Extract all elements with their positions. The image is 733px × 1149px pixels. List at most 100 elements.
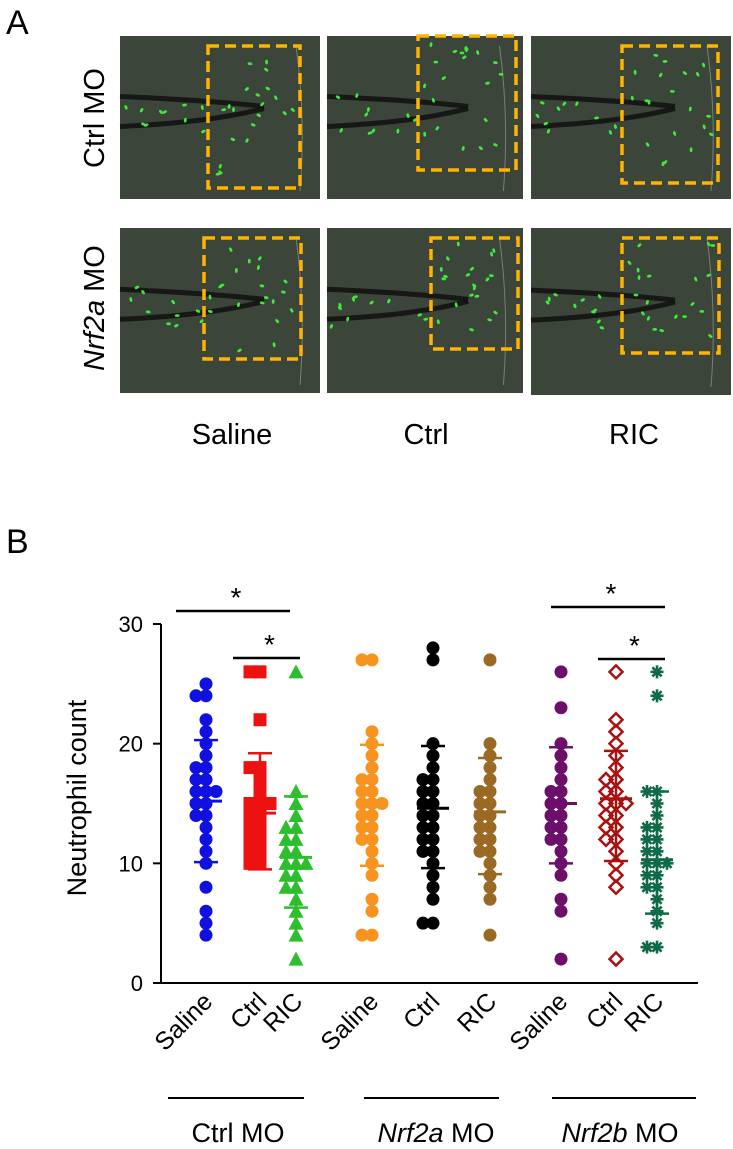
data-point xyxy=(355,785,369,799)
neutrophil-cell xyxy=(485,81,490,85)
neutrophil-cell xyxy=(281,290,286,294)
data-point xyxy=(288,903,304,918)
data-point xyxy=(650,785,664,799)
neutrophil-cell xyxy=(423,131,427,137)
neutrophil-cell xyxy=(143,123,149,127)
data-point xyxy=(199,797,213,810)
neutrophil-cell xyxy=(645,142,650,147)
data-point xyxy=(416,797,430,810)
microscopy-grid xyxy=(119,34,731,395)
data-point xyxy=(253,832,267,846)
data-point xyxy=(554,808,568,822)
fin-vessel xyxy=(119,93,265,109)
data-point xyxy=(640,820,654,834)
neutrophil-cell xyxy=(274,95,278,100)
data-point xyxy=(199,820,213,834)
data-point xyxy=(199,916,213,930)
neutrophil-cell xyxy=(710,244,716,247)
data-point xyxy=(473,785,487,799)
data-point xyxy=(278,879,294,894)
roi-box xyxy=(620,44,720,185)
neutrophil-cell xyxy=(591,310,596,314)
neutrophil-cell xyxy=(423,83,427,89)
neutrophil-cell xyxy=(247,62,253,66)
data-point xyxy=(426,797,440,810)
data-point xyxy=(253,713,267,727)
data-point xyxy=(189,808,203,822)
data-point xyxy=(288,807,304,822)
data-point xyxy=(426,832,440,846)
data-point xyxy=(365,725,379,739)
data-point xyxy=(554,856,568,870)
data-point xyxy=(253,797,267,810)
neutrophil-cell xyxy=(237,302,240,308)
data-point xyxy=(288,951,304,966)
x-tick-label: RIC xyxy=(258,987,308,1037)
data-point xyxy=(483,880,497,894)
data-point xyxy=(416,785,430,799)
data-point xyxy=(253,761,267,775)
data-point xyxy=(416,808,430,822)
neutrophil-cell xyxy=(441,76,446,80)
neutrophil-cell xyxy=(476,50,480,55)
data-point xyxy=(199,785,213,799)
data-point xyxy=(426,916,440,930)
neutrophil-cell xyxy=(364,112,369,117)
neutrophil-cell xyxy=(659,329,665,333)
neutrophil-cell xyxy=(335,95,341,99)
neutrophil-cell xyxy=(387,298,391,304)
data-point xyxy=(650,689,664,703)
data-point xyxy=(355,797,369,810)
data-point xyxy=(278,831,294,846)
data-point xyxy=(365,773,379,787)
data-point xyxy=(650,665,664,679)
data-point xyxy=(483,820,497,834)
data-point xyxy=(640,785,654,799)
data-point xyxy=(365,785,379,799)
data-point xyxy=(365,904,379,918)
neutrophil-cell xyxy=(230,137,236,142)
neutrophil-cell xyxy=(443,274,448,279)
neutrophil-cell xyxy=(493,310,498,315)
neutrophil-cell xyxy=(702,124,706,130)
significance-star: * xyxy=(264,629,275,660)
data-point xyxy=(199,844,213,858)
fin-vessel xyxy=(119,106,265,129)
data-point xyxy=(416,820,430,834)
data-point xyxy=(253,856,267,870)
data-point xyxy=(426,856,440,870)
data-point xyxy=(288,867,304,882)
data-point xyxy=(243,844,257,858)
x-tick-label: Ctrl xyxy=(398,987,445,1034)
neutrophil-cell xyxy=(429,42,433,47)
roi-box xyxy=(620,236,721,355)
data-point xyxy=(554,820,568,834)
data-point xyxy=(253,665,267,679)
neutrophil-cell xyxy=(355,93,359,98)
data-point xyxy=(554,892,568,906)
data-point xyxy=(298,855,314,870)
data-point xyxy=(607,663,625,681)
data-point xyxy=(365,737,379,751)
neutrophil-cell xyxy=(452,49,458,53)
data-point xyxy=(650,904,664,918)
data-point xyxy=(355,820,369,834)
x-tick-label: RIC xyxy=(452,987,502,1037)
neutrophil-cell xyxy=(483,117,488,123)
fin-vessel xyxy=(119,298,265,322)
data-point xyxy=(243,665,257,679)
data-point xyxy=(263,797,277,810)
data-point xyxy=(640,856,654,870)
data-point xyxy=(483,749,497,763)
neutrophil-cell xyxy=(396,128,400,134)
neutrophil-cell xyxy=(599,326,605,330)
neutrophil-cell xyxy=(556,106,561,111)
neutrophil-cell xyxy=(702,62,706,68)
data-point xyxy=(199,749,213,763)
neutrophil-cell xyxy=(633,293,639,297)
neutrophil-cell xyxy=(469,328,474,332)
neutrophil-cell xyxy=(221,108,227,112)
row-label-nrf2a-mo: Nrf2a MO xyxy=(79,245,111,371)
neutrophil-cell xyxy=(218,163,222,169)
